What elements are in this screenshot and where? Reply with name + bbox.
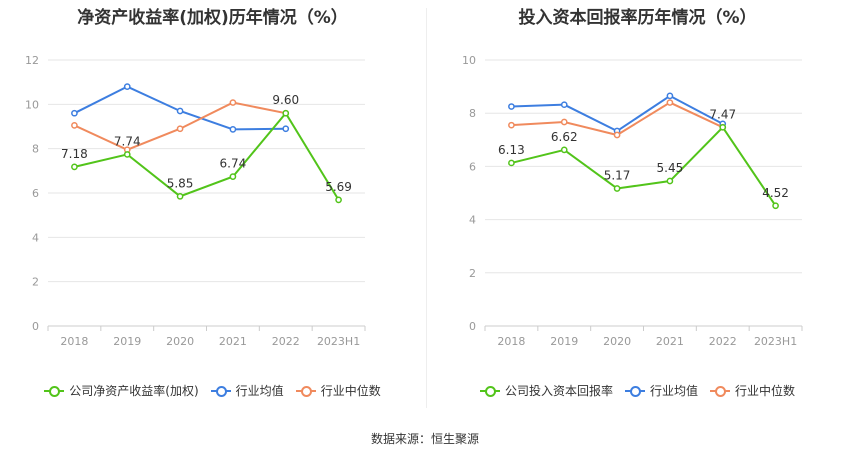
legend-swatch-icon [295,385,316,397]
chart-legend: 公司投入资本回报率 行业均值 行业中位数 [425,382,850,399]
legend-swatch-icon [44,385,65,397]
data-point[interactable] [560,146,568,154]
x-tick-label: 2022 [709,335,737,348]
data-point[interactable] [71,122,78,129]
y-tick-label: 0 [32,320,39,333]
roic-line-chart: 0 2 4 6 8 10 2018 2019 2020 2021 2022 2023H1 6.13 6.6… [462,54,803,348]
data-label: 6.74 [220,157,247,171]
data-point[interactable] [282,125,290,133]
data-point[interactable] [229,99,237,106]
chart-title: 净资产收益率(加权)历年情况（%） [77,8,348,28]
data-label: 5.85 [167,176,194,190]
data-point[interactable] [176,192,184,200]
y-tick-label: 2 [32,276,39,289]
legend-label: 公司净资产收益率(加权) [69,384,199,398]
y-tick-label: 6 [32,187,39,200]
data-label: 9.60 [272,93,299,107]
data-point[interactable] [560,101,568,109]
data-source-note: 数据来源：恒生聚源 [370,432,479,446]
legend-swatch-icon [210,385,231,397]
data-point[interactable] [282,109,290,117]
data-label: 5.45 [657,161,684,175]
x-tick-label: 2021 [656,335,684,348]
y-tick-label: 12 [25,54,39,67]
y-tick-label: 8 [32,143,39,156]
x-tick-label: 2021 [219,335,247,348]
data-label: 7.74 [114,134,141,148]
data-label: 6.62 [551,130,578,144]
data-point[interactable] [176,107,184,115]
series-line [74,111,340,201]
roe-chart-panel: 净资产收益率(加权)历年情况（%） 0 2 4 6 8 10 12 2018 2019 2020 2… [0,0,425,410]
data-point[interactable] [229,126,237,133]
data-point[interactable] [123,83,131,90]
data-point[interactable] [666,99,674,106]
x-tick-label: 2018 [497,335,525,348]
x-tick-label: 2022 [272,335,300,348]
data-point[interactable] [123,151,131,158]
data-point[interactable] [719,123,727,131]
data-label: 6.13 [498,143,525,157]
legend-swatch-icon [479,385,500,397]
legend-label: 行业中位数 [735,384,796,398]
roic-chart-panel: 投入资本回报率历年情况（%） 0 2 4 6 8 10 2018 2019 2020 2021 20… [425,0,850,410]
legend-swatch-icon [624,385,645,397]
data-point[interactable] [508,159,515,167]
x-tick-label: 2019 [113,335,141,348]
data-point[interactable] [508,103,515,110]
legend-item[interactable]: 行业均值 [210,382,284,399]
y-tick-label: 0 [469,320,476,333]
x-tick-label: 2018 [60,335,88,348]
legend-item[interactable]: 公司净资产收益率(加权) [44,382,199,399]
y-tick-label: 4 [32,231,39,244]
data-point[interactable] [71,109,78,117]
y-tick-label: 8 [469,107,476,120]
chart-legend: 公司净资产收益率(加权) 行业均值 行业中位数 [0,382,425,399]
legend-label: 公司投入资本回报率 [504,384,613,398]
data-point[interactable] [229,173,237,180]
data-point[interactable] [666,92,674,100]
chart-title: 投入资本回报率历年情况（%） [518,8,757,28]
y-tick-label: 4 [469,214,476,227]
data-point[interactable] [613,185,621,192]
x-tick-label: 2019 [550,335,578,348]
legend-label: 行业均值 [649,384,698,398]
legend-item[interactable]: 公司投入资本回报率 [479,382,613,399]
data-point[interactable] [560,118,568,126]
x-tick-label: 2020 [166,335,194,348]
data-label: 7.18 [61,147,88,161]
y-tick-label: 2 [469,267,476,280]
data-point[interactable] [772,202,779,210]
x-tick-label: 2023H1 [317,335,360,348]
series-line [511,125,777,207]
legend-item[interactable]: 行业均值 [624,382,698,399]
y-tick-label: 10 [25,98,39,111]
data-point[interactable] [335,196,342,204]
data-label: 7.47 [709,107,736,121]
data-label: 5.17 [604,168,631,182]
legend-label: 行业中位数 [320,384,381,398]
legend-label: 行业均值 [235,384,284,398]
legend-item[interactable]: 行业中位数 [710,382,795,399]
x-tick-label: 2023H1 [754,335,797,348]
panel-divider [426,8,427,408]
roe-line-chart: 0 2 4 6 8 10 12 2018 2019 2020 2021 2022 2023H1 7.18 7… [25,54,366,348]
data-label: 4.52 [762,186,789,200]
data-point[interactable] [176,125,184,133]
legend-item[interactable]: 行业中位数 [295,382,381,399]
data-point[interactable] [508,121,515,129]
data-label: 5.69 [325,180,352,194]
legend-swatch-icon [710,385,730,397]
data-point[interactable] [71,163,78,171]
y-tick-label: 10 [462,54,476,67]
data-point[interactable] [613,131,621,139]
x-tick-label: 2020 [603,335,631,348]
data-point[interactable] [666,177,674,185]
y-tick-label: 6 [469,160,476,173]
